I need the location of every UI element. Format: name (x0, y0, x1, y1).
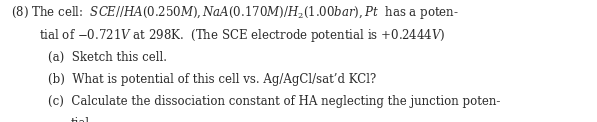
Text: (c)  Calculate the dissociation constant of HA neglecting the junction poten-: (c) Calculate the dissociation constant … (48, 95, 500, 108)
Text: (b)  What is potential of this cell vs. Ag/AgCl/sat’d KCl?: (b) What is potential of this cell vs. A… (48, 73, 376, 86)
Text: tial of $-0.721V$ at 298K.  (The SCE electrode potential is $+0.2444V$): tial of $-0.721V$ at 298K. (The SCE elec… (39, 27, 445, 44)
Text: (8) The cell:  $SCE//HA(0.250M), NaA(0.170M)/H_2(1.00bar), Pt$  has a poten-: (8) The cell: $SCE//HA(0.250M), NaA(0.17… (11, 4, 458, 21)
Text: (a)  Sketch this cell.: (a) Sketch this cell. (48, 51, 167, 64)
Text: tial.: tial. (70, 117, 93, 122)
